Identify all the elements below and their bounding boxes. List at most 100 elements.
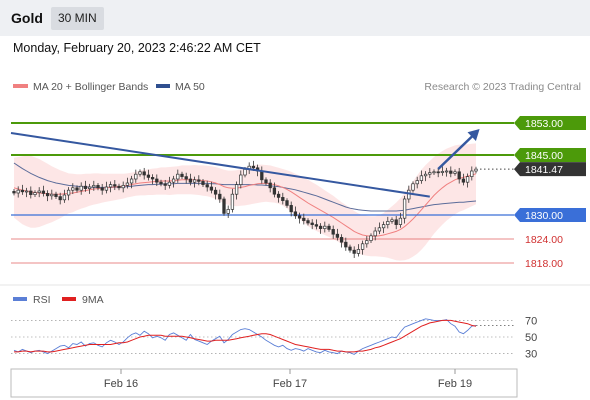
candle — [234, 181, 239, 200]
candle-body — [381, 224, 386, 229]
timeframe-badge[interactable]: 30 MIN — [51, 7, 104, 30]
candle — [423, 171, 428, 182]
candle-body — [335, 233, 340, 238]
ma50-legend-swatch — [156, 84, 170, 88]
rsi-legend-swatch — [13, 297, 27, 301]
candle-body — [440, 171, 445, 173]
candle-body — [50, 193, 54, 197]
candle-body — [415, 180, 419, 185]
candle — [449, 166, 453, 178]
candle — [293, 206, 298, 219]
candle — [268, 179, 272, 193]
candle-body — [474, 168, 478, 172]
candle — [100, 183, 104, 195]
candle-body — [58, 196, 62, 201]
candle-body — [113, 184, 117, 187]
candle — [444, 167, 449, 177]
candle — [398, 212, 403, 228]
candle — [192, 176, 197, 188]
rsi-legend: RSI 9MA — [13, 294, 104, 306]
candle — [129, 175, 134, 189]
candle — [33, 190, 37, 197]
candle-body — [398, 217, 403, 225]
x-tick-label: Feb 19 — [438, 378, 472, 390]
candle-body — [457, 171, 461, 180]
candle-body — [150, 177, 155, 180]
candle-body — [394, 219, 398, 225]
candle — [276, 191, 281, 203]
candle — [386, 216, 390, 229]
candle — [41, 185, 46, 197]
candle — [419, 170, 424, 184]
candle-body — [390, 219, 394, 222]
candle-body — [37, 190, 41, 193]
candle-body — [243, 169, 247, 176]
candle — [461, 173, 466, 186]
candle — [142, 167, 146, 180]
candle-body — [276, 193, 281, 198]
candle-body — [134, 173, 138, 180]
instrument-title: Gold — [11, 10, 43, 26]
candle — [331, 225, 335, 239]
candle — [306, 218, 310, 226]
candle-body — [188, 178, 193, 183]
candle — [167, 176, 172, 189]
candle-body — [201, 181, 205, 185]
candle — [369, 233, 373, 243]
ma20-legend-swatch — [13, 84, 28, 88]
x-tick-label: Feb 17 — [273, 378, 307, 390]
candle-body — [373, 230, 377, 237]
candle-body — [155, 178, 159, 183]
level-tag-1830.00 — [514, 208, 586, 222]
candle-body — [209, 186, 214, 191]
candle — [381, 221, 386, 234]
candle-body — [369, 235, 373, 241]
candle-body — [264, 179, 268, 184]
candle-body — [407, 189, 411, 200]
candle-body — [297, 215, 302, 219]
candle — [50, 189, 54, 200]
candle — [83, 180, 88, 192]
candle — [20, 184, 25, 195]
candle — [226, 205, 230, 218]
candle-body — [24, 190, 29, 193]
candle-body — [171, 178, 176, 183]
trendline — [10, 132, 430, 198]
candle — [113, 180, 117, 191]
candle-body — [62, 194, 67, 201]
candle — [58, 192, 62, 205]
candle-body — [419, 175, 424, 181]
candle — [163, 179, 167, 190]
candle-body — [16, 189, 20, 194]
copyright-note: Research © 2023 Trading Central — [424, 81, 581, 93]
candle — [373, 227, 377, 241]
ma9-legend-label: 9MA — [82, 294, 104, 306]
candle — [415, 176, 419, 189]
level-label-1818.00: 1818.00 — [525, 258, 563, 270]
candle-body — [117, 185, 121, 189]
candle-body — [310, 222, 314, 225]
candle — [436, 167, 440, 178]
candle — [66, 187, 71, 201]
candle-body — [444, 170, 449, 173]
candle-body — [432, 171, 436, 174]
level-tag-1853.00 — [514, 116, 586, 130]
forecast-arrow-shaft — [437, 132, 477, 170]
candle-body — [281, 197, 285, 201]
candle — [402, 195, 407, 224]
candle — [92, 180, 96, 191]
level-label-1824.00: 1824.00 — [525, 234, 563, 246]
candle-body — [449, 170, 453, 174]
candle — [377, 222, 382, 235]
candle-body — [327, 225, 331, 230]
candle — [108, 181, 113, 193]
candle — [285, 198, 289, 208]
candle-body — [318, 225, 323, 229]
candle-body — [348, 246, 352, 251]
candle-body — [146, 174, 151, 178]
candle — [365, 236, 369, 248]
candle-body — [365, 240, 369, 245]
candle-body — [461, 178, 466, 183]
candle-body — [453, 171, 457, 174]
